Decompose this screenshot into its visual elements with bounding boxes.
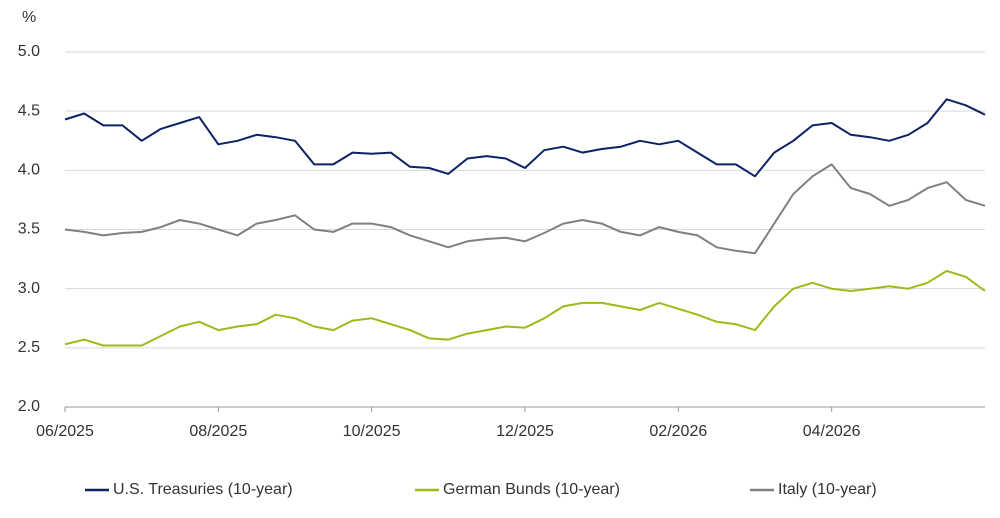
- legend-label: U.S. Treasuries (10-year): [113, 481, 293, 498]
- x-tick-label: 08/2025: [189, 423, 247, 440]
- series-line: [64, 269, 986, 347]
- y-tick-label: 4.5: [18, 102, 40, 119]
- legend-label: Italy (10-year): [778, 481, 877, 498]
- y-tick-label: 3.5: [18, 221, 40, 238]
- x-tick-label: 02/2026: [649, 423, 707, 440]
- x-tick-label: 10/2025: [343, 423, 401, 440]
- y-tick-label: 3.0: [18, 280, 40, 297]
- x-tick-label: 12/2025: [496, 423, 554, 440]
- y-axis-unit: %: [22, 9, 36, 26]
- y-tick-label: 5.0: [18, 43, 40, 60]
- legend-label: German Bunds (10-year): [443, 481, 620, 498]
- y-tick-label: 4.0: [18, 162, 40, 179]
- y-tick-label: 2.5: [18, 339, 40, 356]
- series-line: [64, 98, 986, 178]
- y-tick-label: 2.0: [18, 398, 40, 415]
- x-tick-label: 06/2025: [36, 423, 94, 440]
- x-tick-label: 04/2026: [803, 423, 861, 440]
- series-line: [64, 163, 986, 255]
